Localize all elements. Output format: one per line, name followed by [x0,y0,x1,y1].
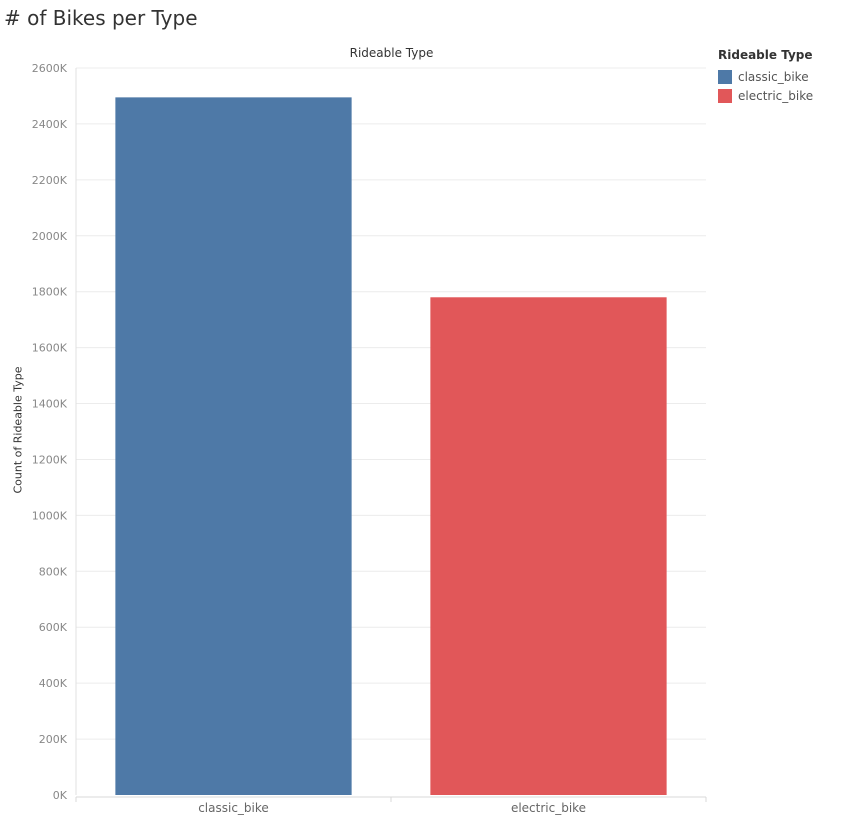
bar-electric-bike[interactable] [430,297,667,795]
bar-classic-bike[interactable] [115,97,352,795]
chart-title: # of Bikes per Type [4,6,198,30]
y-tick-label: 800K [39,565,68,578]
legend-label-electric-bike: electric_bike [738,88,814,103]
y-tick-label: 1200K [32,453,68,466]
y-tick-label: 0K [53,789,68,802]
y-tick-label: 400K [39,677,68,690]
legend-title: Rideable Type [718,48,813,62]
y-tick-label: 200K [39,733,68,746]
x-tick-label: electric_bike [511,801,586,815]
legend-label-classic-bike: classic_bike [738,69,809,84]
y-tick-label: 2600K [32,62,68,75]
y-tick-label: 2200K [32,174,68,187]
legend-swatch-classic-bike [718,69,732,84]
column-header-label: Rideable Type [349,46,434,60]
y-tick-label: 2000K [32,230,68,243]
y-tick-label: 1400K [32,398,68,411]
legend-swatch-electric-bike [718,88,732,103]
y-tick-label: 1600K [32,342,68,355]
legend-item-classic-bike[interactable]: classic_bike [718,67,813,86]
y-tick-label: 600K [39,621,68,634]
legend-item-electric-bike[interactable]: electric_bike [718,86,813,105]
y-tick-label: 1800K [32,286,68,299]
y-tick-label: 1000K [32,509,68,522]
y-tick-label: 2400K [32,118,68,131]
legend: Rideable Type classic_bike electric_bike [718,48,813,105]
x-tick-label: classic_bike [198,801,269,815]
